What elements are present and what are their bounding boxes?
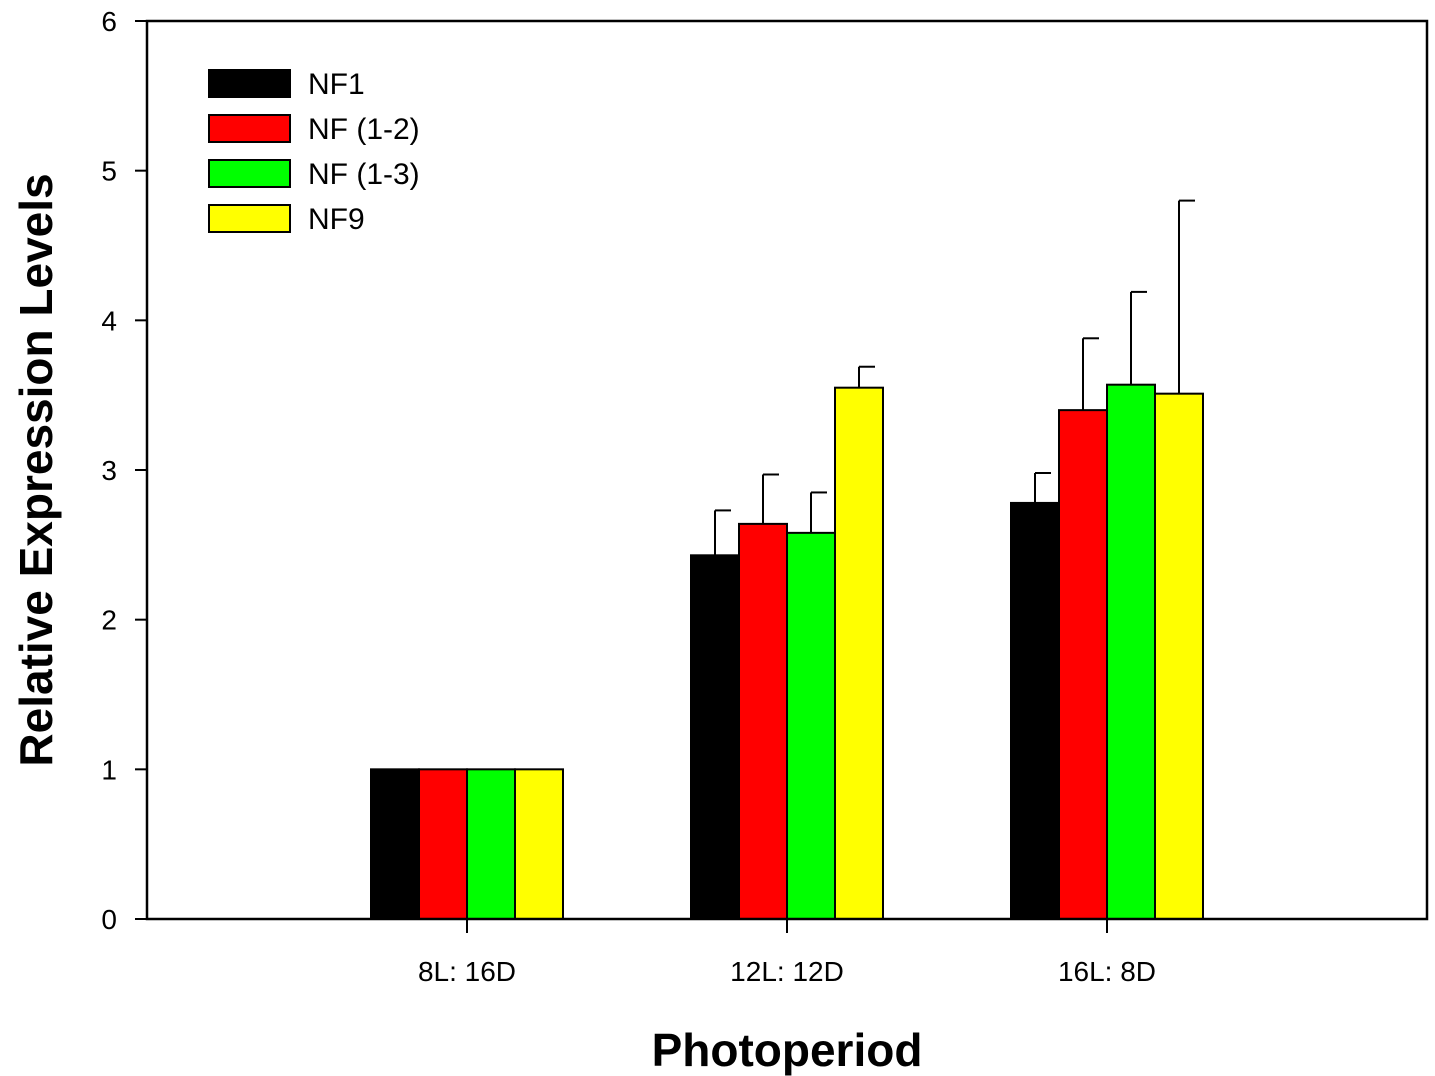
bar-3-1 (466, 768, 516, 920)
bar-2-2 (738, 522, 788, 920)
y-tick-label: 0 (101, 904, 117, 935)
y-tick-label: 5 (101, 156, 117, 187)
legend-swatch (208, 204, 291, 233)
legend-swatch (208, 69, 291, 98)
bar-4-3 (1154, 392, 1204, 921)
legend: NF1 NF (1-2) NF (1-3) NF9 (208, 68, 420, 236)
error-bars-layer (714, 199, 1195, 556)
bar-2-3 (1058, 409, 1108, 920)
legend-swatch (208, 114, 291, 143)
legend-label: NF (1-3) (308, 158, 420, 191)
bar-1-2 (690, 554, 740, 920)
legend-label: NF1 (308, 68, 365, 101)
x-tick-label: 16L: 8D (1058, 956, 1156, 987)
bar-2-1 (418, 768, 468, 920)
y-tick-label: 6 (101, 6, 117, 37)
x-tick-label: 12L: 12D (730, 956, 844, 987)
y-tick-label: 1 (101, 754, 117, 785)
legend-label: NF9 (308, 203, 365, 236)
bar-4-1 (514, 768, 564, 920)
x-axis: 8L: 16D 12L: 12D 16L: 8D (418, 919, 1156, 987)
bars-layer (370, 383, 1204, 921)
y-tick-label: 4 (101, 305, 117, 336)
x-axis-title: Photoperiod (652, 1024, 923, 1076)
legend-label: NF (1-2) (308, 113, 420, 146)
bar-1-3 (1010, 501, 1060, 920)
y-tick-label: 3 (101, 455, 117, 486)
bar-3-2 (786, 531, 836, 920)
legend-swatch (208, 159, 291, 188)
y-tick-label: 2 (101, 605, 117, 636)
bar-3-3 (1106, 383, 1156, 920)
bar-1-1 (370, 768, 420, 920)
y-axis-title: Relative Expression Levels (10, 173, 62, 766)
x-tick-label: 8L: 16D (418, 956, 516, 987)
y-axis: 0 1 2 3 4 5 6 (101, 6, 147, 935)
bar-4-2 (834, 386, 884, 920)
